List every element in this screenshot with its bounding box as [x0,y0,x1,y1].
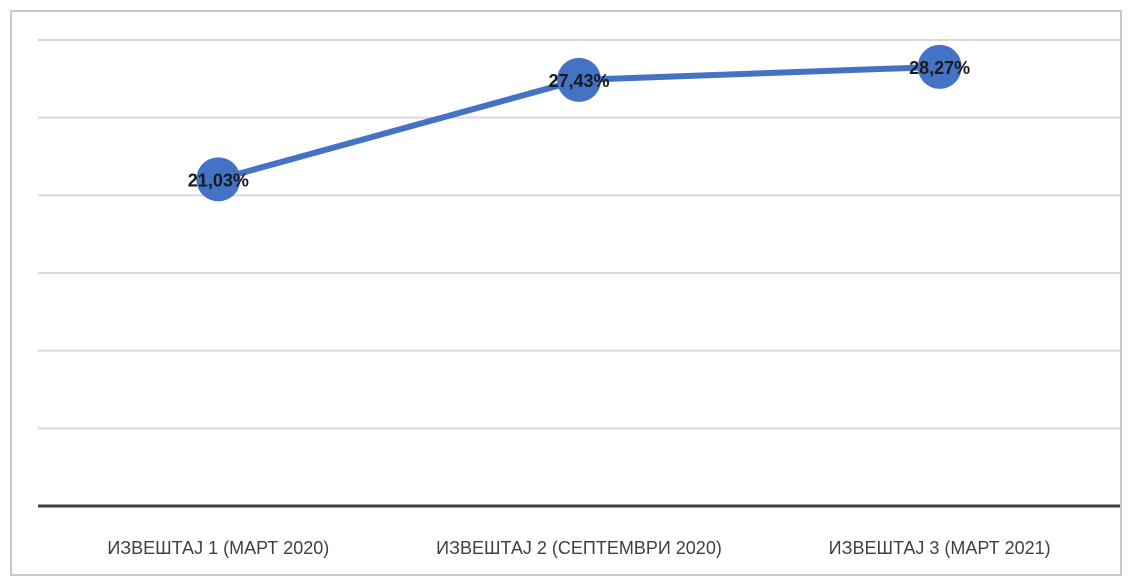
x-tick-label: ИЗВЕШТАЈ 1 (МАРТ 2020) [107,538,329,558]
series-layer [196,44,962,202]
data-point [557,57,601,102]
x-tick-label: ИЗВЕШТАЈ 2 (СЕПТЕМВРИ 2020) [436,538,722,558]
data-label: 27,43% [548,71,609,91]
data-point [196,157,241,202]
grid-lines [38,39,1120,430]
data-label: 21,03% [188,170,249,190]
x-tick-label: ИЗВЕШТАЈ 3 (МАРТ 2021) [829,538,1051,558]
x-tick-labels: ИЗВЕШТАЈ 1 (МАРТ 2020) ИЗВЕШТАЈ 2 (СЕПТЕМ… [107,538,1050,558]
data-label: 28,27% [909,58,970,78]
data-labels: 21,03% 27,43% 28,27% [188,58,970,190]
chart-frame [10,10,1122,576]
data-point [917,44,962,89]
